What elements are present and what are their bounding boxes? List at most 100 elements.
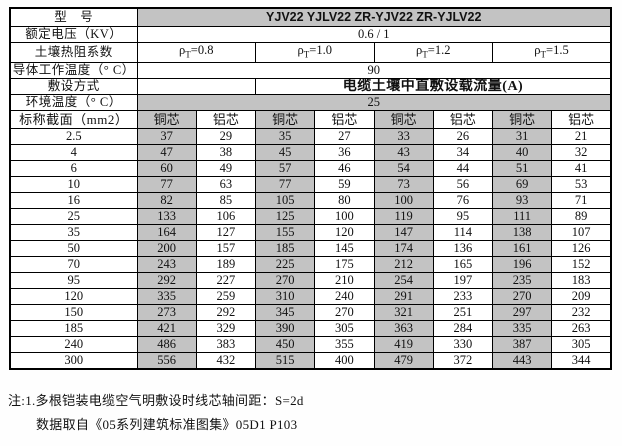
section-cell: 240: [9, 336, 138, 353]
ampacity-cell-copper: 37: [136, 128, 197, 145]
rho-value: =1.5: [546, 42, 569, 57]
ampacity-cell-aluminum: 59: [314, 176, 375, 193]
ampacity-cell-aluminum: 175: [314, 256, 375, 273]
ampacity-cell-copper: 450: [254, 336, 316, 353]
ampacity-cell-aluminum: 127: [195, 224, 257, 241]
ampacity-cell-copper: 51: [491, 160, 553, 177]
ampacity-cell-aluminum: 305: [551, 336, 612, 353]
ampacity-cell-aluminum: 152: [551, 256, 612, 273]
ampacity-cell-copper: 479: [373, 352, 434, 370]
ampacity-cell-copper: 297: [491, 304, 553, 321]
ampacity-cell-aluminum: 372: [432, 352, 494, 370]
ampacity-cell-aluminum: 305: [314, 320, 375, 337]
soil-thermal-value: ρT=1.2: [373, 41, 493, 63]
ampacity-cell-aluminum: 49: [195, 160, 257, 177]
core-header-copper: 铜芯: [491, 110, 553, 129]
table-row: 16 82 85 105 80 100 76 93 71: [9, 192, 612, 209]
ampacity-cell-aluminum: 233: [432, 288, 494, 305]
table-row: 50 200 157 185 145 174 136 161 126: [9, 240, 612, 257]
ampacity-cell-copper: 57: [254, 160, 316, 177]
table-row: 70 243 189 225 175 212 165 196 152: [9, 256, 612, 273]
ampacity-cell-copper: 363: [373, 320, 434, 337]
ampacity-cell-copper: 40: [491, 144, 553, 161]
ampacity-cell-copper: 270: [491, 288, 553, 305]
ampacity-cell-aluminum: 80: [314, 192, 375, 209]
ampacity-cell-aluminum: 400: [314, 352, 375, 370]
soil-thermal-value: ρT=0.8: [136, 41, 256, 63]
ampacity-cell-aluminum: 120: [314, 224, 375, 241]
section-cell: 70: [9, 256, 138, 273]
ampacity-cell-aluminum: 89: [551, 208, 612, 225]
section-cell: 95: [9, 272, 138, 289]
laying-method-row: 敷设方式 电缆土壤中直敷设载流量(A): [9, 78, 612, 95]
ampacity-cell-copper: 111: [491, 208, 553, 225]
rho-subscript: T: [303, 49, 310, 59]
ampacity-cell-aluminum: 100: [314, 208, 375, 225]
conductor-temp-row: 导体工作温度（° C） 90: [9, 62, 612, 79]
ampacity-cell-aluminum: 251: [432, 304, 494, 321]
ampacity-cell-aluminum: 209: [551, 288, 612, 305]
ampacity-cell-aluminum: 95: [432, 208, 494, 225]
ampacity-cell-aluminum: 126: [551, 240, 612, 257]
section-cell: 300: [9, 352, 138, 370]
model-label: 型 号: [9, 7, 138, 27]
table-row: 240 486 383 450 355 419 330 387 305: [9, 336, 612, 353]
table-row: 185 421 329 390 305 363 284 335 263: [9, 320, 612, 337]
ampacity-cell-copper: 161: [491, 240, 553, 257]
ampacity-cell-aluminum: 107: [551, 224, 612, 241]
ampacity-cell-aluminum: 165: [432, 256, 494, 273]
ampacity-cell-aluminum: 292: [195, 304, 257, 321]
note-line-1: 注:1.多根铠装电缆空气明敷设时线芯轴间距：S=2d: [8, 393, 304, 408]
ampacity-cell-copper: 556: [136, 352, 197, 370]
ampacity-cell-aluminum: 432: [195, 352, 257, 370]
table-row: 95 292 227 270 210 254 197 235 183: [9, 272, 612, 289]
ambient-temp-label: 环境温度（° C）: [9, 94, 138, 111]
section-cell: 6: [9, 160, 138, 177]
ampacity-cell-aluminum: 197: [432, 272, 494, 289]
ampacity-cell-aluminum: 284: [432, 320, 494, 337]
ampacity-cell-copper: 93: [491, 192, 553, 209]
rho-symbol: ρ: [534, 42, 541, 57]
ampacity-cell-copper: 133: [136, 208, 197, 225]
ampacity-cell-aluminum: 227: [195, 272, 257, 289]
rho-symbol: ρ: [179, 42, 186, 57]
ampacity-cell-copper: 43: [373, 144, 434, 161]
core-header-aluminum: 铝芯: [314, 110, 375, 129]
core-header-row: 标称截面（mm2） 铜芯 铝芯 铜芯 铝芯 铜芯 铝芯 铜芯 铝芯: [9, 110, 612, 129]
cable-ampacity-table: 型 号 YJV22 YJLV22 ZR-YJV22 ZR-YJLV22 额定电压…: [9, 7, 612, 370]
ampacity-cell-aluminum: 106: [195, 208, 257, 225]
ampacity-cell-aluminum: 71: [551, 192, 612, 209]
ampacity-cell-copper: 155: [254, 224, 316, 241]
ampacity-cell-aluminum: 26: [432, 128, 494, 145]
voltage-label: 额定电压（KV）: [9, 25, 138, 43]
ampacity-cell-copper: 33: [373, 128, 434, 145]
rho-value: =1.2: [427, 42, 451, 57]
core-header-aluminum: 铝芯: [551, 110, 612, 129]
section-cell: 4: [9, 144, 138, 161]
ampacity-cell-aluminum: 330: [432, 336, 494, 353]
section-cell: 150: [9, 304, 138, 321]
table-row: 300 556 432 515 400 479 372 443 344: [9, 352, 612, 370]
soil-thermal-value: ρT=1.0: [255, 41, 375, 63]
ampacity-cell-copper: 125: [254, 208, 316, 225]
laying-method-label: 敷设方式: [9, 78, 138, 95]
ampacity-cell-copper: 345: [254, 304, 316, 321]
rho-value: =0.8: [190, 42, 214, 57]
ampacity-cell-copper: 164: [136, 224, 197, 241]
soil-thermal-row: 土壤热阻系数 ρT=0.8 ρT=1.0 ρT=1.2 ρT=1.5: [9, 41, 612, 63]
ampacity-cell-copper: 105: [254, 192, 316, 209]
ampacity-cell-copper: 225: [254, 256, 316, 273]
voltage-row: 额定电压（KV） 0.6 / 1: [9, 25, 612, 43]
note-line-2: 数据取自《05系列建筑标准图集》05D1 P103: [36, 417, 298, 432]
ampacity-cell-copper: 77: [136, 176, 197, 193]
ampacity-cell-copper: 147: [373, 224, 434, 241]
laying-empty-cell: [136, 78, 256, 95]
ampacity-cell-copper: 45: [254, 144, 316, 161]
section-cell: 16: [9, 192, 138, 209]
rho-symbol: ρ: [297, 42, 304, 57]
ampacity-cell-copper: 185: [254, 240, 316, 257]
ampacity-cell-copper: 273: [136, 304, 197, 321]
section-cell: 35: [9, 224, 138, 241]
voltage-value: 0.6 / 1: [136, 25, 612, 43]
ampacity-cell-copper: 270: [254, 272, 316, 289]
